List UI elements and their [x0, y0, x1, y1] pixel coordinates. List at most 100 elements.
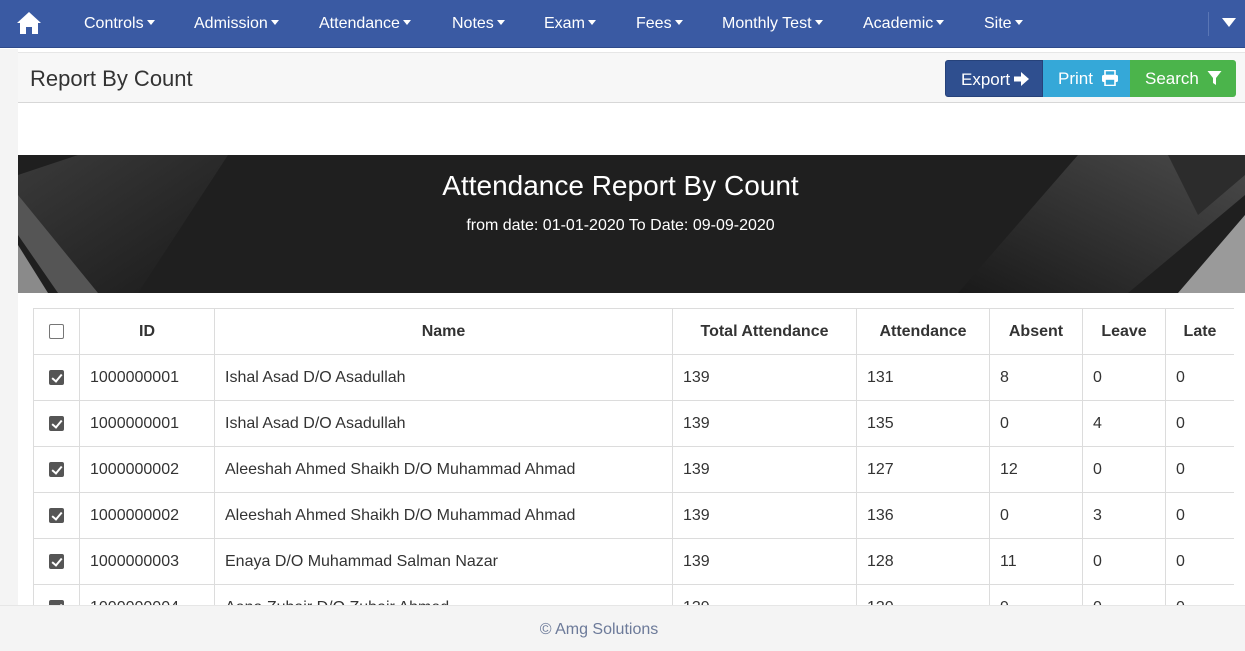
- nav-item-notes[interactable]: Notes: [452, 14, 505, 34]
- cell-total-attendance: 139: [672, 354, 857, 401]
- caret-down-icon: [587, 20, 596, 26]
- cell-id: 1000000001: [79, 354, 215, 401]
- cell-total-attendance: 139: [672, 446, 857, 493]
- cell-name: Aena Zubair D/O Zubair Ahmed: [214, 584, 673, 605]
- cell-id: 1000000001: [79, 400, 215, 447]
- cell-attendance: 131: [856, 354, 990, 401]
- left-gutter: [0, 49, 18, 605]
- cell-id: 1000000002: [79, 446, 215, 493]
- home-icon[interactable]: [16, 11, 42, 35]
- nav-item-admission[interactable]: Admission: [194, 14, 279, 34]
- export-button[interactable]: Export: [945, 60, 1043, 97]
- row-select-cell: [33, 538, 80, 585]
- nav-item-site[interactable]: Site: [984, 14, 1023, 34]
- cell-total-attendance: 139: [672, 538, 857, 585]
- row-checkbox[interactable]: [49, 369, 64, 385]
- nav-item-attendance[interactable]: Attendance: [319, 14, 411, 34]
- table-row: 1000000001 Ishal Asad D/O Asadullah 139 …: [33, 400, 1234, 447]
- caret-down-icon: [936, 20, 945, 26]
- search-button-label: Search: [1145, 69, 1199, 88]
- cell-attendance: 128: [856, 538, 990, 585]
- cell-leave: 0: [1082, 354, 1166, 401]
- nav-item-fees[interactable]: Fees: [636, 14, 683, 34]
- cell-leave: 4: [1082, 400, 1166, 447]
- page-title: Report By Count: [30, 66, 193, 91]
- row-checkbox[interactable]: [49, 553, 64, 569]
- cell-attendance: 130: [856, 584, 990, 605]
- cell-late: 0: [1165, 446, 1234, 493]
- report-table-container[interactable]: ID Name Total Attendance Attendance Abse…: [33, 308, 1234, 605]
- column-header-total-attendance[interactable]: Total Attendance: [672, 308, 857, 355]
- nav-item-label: Site: [984, 15, 1012, 32]
- cell-late: 0: [1165, 400, 1234, 447]
- cell-absent: 8: [989, 354, 1083, 401]
- row-checkbox[interactable]: [49, 461, 64, 477]
- column-header-id[interactable]: ID: [79, 308, 215, 355]
- cell-absent: 0: [989, 492, 1083, 539]
- banner-background: [18, 155, 1245, 293]
- cell-leave: 3: [1082, 492, 1166, 539]
- caret-down-icon: [674, 20, 683, 26]
- nav-item-exam[interactable]: Exam: [544, 14, 596, 34]
- row-select-cell: [33, 446, 80, 493]
- caret-down-icon: [814, 20, 823, 26]
- cell-name: Aleeshah Ahmed Shaikh D/O Muhammad Ahmad: [214, 492, 673, 539]
- table-header-row: ID Name Total Attendance Attendance Abse…: [33, 308, 1234, 355]
- search-button[interactable]: Search: [1130, 60, 1236, 97]
- cell-attendance: 127: [856, 446, 990, 493]
- row-checkbox[interactable]: [49, 599, 64, 605]
- table-row: 1000000002 Aleeshah Ahmed Shaikh D/O Muh…: [33, 446, 1234, 493]
- nav-item-label: Notes: [452, 15, 494, 32]
- top-navbar: Controls Admission Attendance Notes Exam…: [0, 0, 1245, 48]
- nav-item-monthly-test[interactable]: Monthly Test: [722, 14, 823, 34]
- column-header-late[interactable]: Late: [1165, 308, 1234, 355]
- report-table: ID Name Total Attendance Attendance Abse…: [33, 308, 1234, 605]
- cell-late: 0: [1165, 492, 1234, 539]
- caret-down-icon: [402, 20, 411, 26]
- column-header-name[interactable]: Name: [214, 308, 673, 355]
- column-header-attendance[interactable]: Attendance: [856, 308, 990, 355]
- footer: © Amg Solutions: [0, 605, 1245, 651]
- caret-down-icon[interactable]: [1222, 18, 1236, 27]
- cell-total-attendance: 139: [672, 492, 857, 539]
- nav-item-label: Fees: [636, 15, 672, 32]
- row-select-cell: [33, 492, 80, 539]
- cell-late: 0: [1165, 584, 1234, 605]
- cell-id: 1000000002: [79, 492, 215, 539]
- arrow-right-icon: [1014, 71, 1030, 86]
- nav-item-controls[interactable]: Controls: [84, 14, 155, 34]
- cell-name: Enaya D/O Muhammad Salman Nazar: [214, 538, 673, 585]
- cell-name: Aleeshah Ahmed Shaikh D/O Muhammad Ahmad: [214, 446, 673, 493]
- cell-name: Ishal Asad D/O Asadullah: [214, 400, 673, 447]
- row-checkbox[interactable]: [49, 415, 64, 431]
- cell-absent: 12: [989, 446, 1083, 493]
- printer-icon: [1101, 69, 1118, 86]
- cell-attendance: 136: [856, 492, 990, 539]
- cell-leave: 0: [1082, 538, 1166, 585]
- cell-leave: 0: [1082, 584, 1166, 605]
- caret-down-icon: [146, 20, 155, 26]
- page-header: Report By Count Export Print Search: [18, 52, 1245, 103]
- table-row: 1000000003 Enaya D/O Muhammad Salman Naz…: [33, 538, 1234, 585]
- print-button-label: Print: [1058, 69, 1093, 88]
- select-all-checkbox[interactable]: [49, 323, 64, 339]
- row-select-cell: [33, 400, 80, 447]
- nav-item-label: Monthly Test: [722, 15, 812, 32]
- column-header-leave[interactable]: Leave: [1082, 308, 1166, 355]
- table-row: 1000000002 Aleeshah Ahmed Shaikh D/O Muh…: [33, 492, 1234, 539]
- table-row: 1000000001 Ishal Asad D/O Asadullah 139 …: [33, 354, 1234, 401]
- report-title: Attendance Report By Count: [442, 170, 799, 201]
- column-header-absent[interactable]: Absent: [989, 308, 1083, 355]
- nav-item-academic[interactable]: Academic: [863, 14, 945, 34]
- cell-late: 0: [1165, 538, 1234, 585]
- cell-total-attendance: 139: [672, 400, 857, 447]
- report-date-range: from date: 01-01-2020 To Date: 09-09-202…: [466, 217, 775, 234]
- cell-absent: 0: [989, 400, 1083, 447]
- row-checkbox[interactable]: [49, 507, 64, 523]
- nav-item-label: Exam: [544, 15, 585, 32]
- print-button[interactable]: Print: [1043, 60, 1130, 97]
- cell-name: Ishal Asad D/O Asadullah: [214, 354, 673, 401]
- cell-absent: 9: [989, 584, 1083, 605]
- caret-down-icon: [496, 20, 505, 26]
- cell-leave: 0: [1082, 446, 1166, 493]
